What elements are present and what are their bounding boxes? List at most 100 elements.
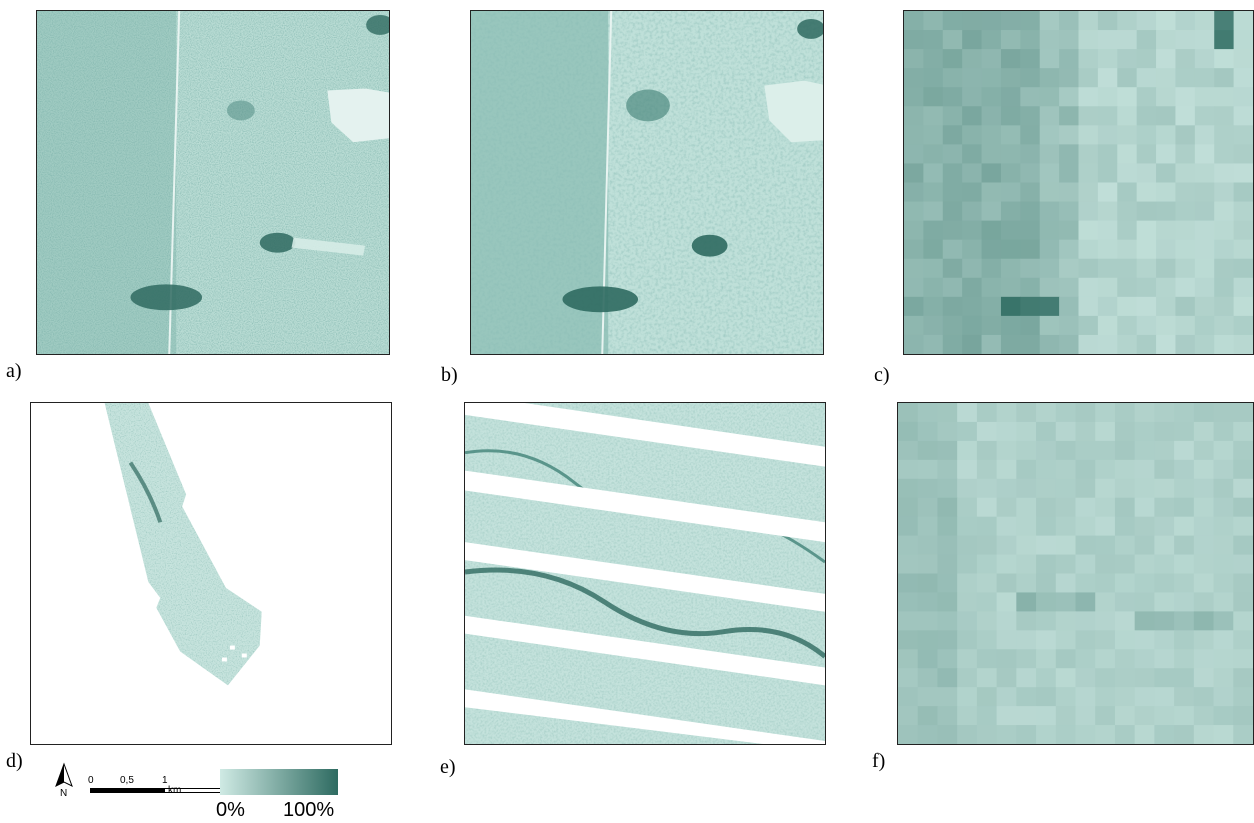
- raster-cell: [1039, 201, 1060, 222]
- raster-cell: [1095, 554, 1116, 574]
- raster-cell: [1156, 30, 1176, 50]
- panel-label-d: d): [6, 750, 23, 772]
- raster-cell: [1036, 592, 1057, 612]
- raster-cell: [1156, 125, 1176, 145]
- raster-cell: [923, 87, 944, 107]
- raster-cell: [976, 516, 998, 537]
- raster-cell: [898, 668, 919, 688]
- raster-cell: [1020, 277, 1041, 298]
- raster-cell: [1193, 421, 1215, 442]
- raster-cell: [1175, 258, 1196, 279]
- raster-cell: [1078, 277, 1099, 298]
- raster-cell: [1154, 687, 1175, 707]
- raster-cell: [1136, 49, 1157, 69]
- raster-cell: [1174, 649, 1195, 669]
- raster-cell: [957, 554, 978, 574]
- raster-cell: [1039, 106, 1060, 126]
- raster-cell: [1095, 573, 1116, 593]
- raster-cell: [957, 706, 978, 726]
- raster-cell: [1233, 220, 1253, 241]
- raster-cell: [1078, 296, 1099, 317]
- raster-cell: [1000, 163, 1021, 183]
- raster-cell: [1055, 403, 1076, 423]
- raster-cell: [1059, 220, 1079, 241]
- raster-cell: [1114, 668, 1136, 688]
- raster-cell: [1016, 687, 1037, 707]
- raster-cell: [1059, 296, 1079, 317]
- raster-cell: [1078, 220, 1099, 241]
- raster-cell: [1114, 478, 1136, 499]
- raster-cell: [1156, 87, 1176, 107]
- raster-cell: [957, 573, 978, 593]
- scale-unit: km: [168, 785, 182, 796]
- raster-cell: [898, 421, 919, 442]
- raster-cell: [1134, 554, 1155, 574]
- raster-cell: [976, 573, 998, 593]
- raster-cell: [1194, 11, 1215, 31]
- raster-cell: [962, 68, 983, 88]
- raster-cell: [1134, 592, 1155, 612]
- raster-cell: [1136, 182, 1157, 203]
- colorbar: [220, 769, 338, 795]
- raster-cell: [1214, 239, 1235, 260]
- raster-cell: [1039, 315, 1060, 336]
- raster-cell: [1213, 403, 1234, 423]
- raster-cell: [1214, 220, 1235, 241]
- raster-cell: [1020, 315, 1041, 336]
- raster-cell: [1016, 725, 1037, 744]
- raster-cell: [1214, 125, 1235, 145]
- raster-cell: [1039, 125, 1060, 145]
- raster-cell: [1075, 554, 1096, 574]
- raster-cell: [1213, 554, 1234, 574]
- raster-cell: [904, 239, 924, 260]
- raster-cell: [1114, 554, 1136, 574]
- raster-cell: [1075, 421, 1096, 442]
- raster-cell: [1055, 649, 1076, 669]
- raster-cell: [996, 421, 1017, 442]
- raster-cell: [1039, 11, 1060, 31]
- raster-cell: [962, 11, 983, 31]
- raster-cell: [1154, 535, 1175, 556]
- raster-cell: [1095, 516, 1116, 537]
- raster-cell: [1097, 144, 1118, 164]
- raster-cell: [957, 535, 978, 556]
- raster-cell: [1036, 478, 1057, 499]
- raster-cell: [981, 87, 1002, 107]
- raster-cell: [1117, 49, 1138, 69]
- raster-cell: [1117, 334, 1138, 354]
- raster-cell: [1039, 334, 1060, 354]
- raster-cell: [1016, 403, 1037, 423]
- raster-cell: [1213, 459, 1234, 480]
- map-panel-b: [470, 10, 824, 355]
- raster-cell: [1233, 201, 1253, 222]
- raster-cell: [1055, 611, 1076, 631]
- raster-cell: [1075, 649, 1096, 669]
- raster-cell: [1016, 592, 1037, 612]
- raster-cell: [1194, 220, 1215, 241]
- raster-cell: [1194, 296, 1215, 317]
- raster-cell: [1000, 258, 1021, 279]
- map-panel-d: [30, 402, 392, 745]
- raster-cell: [1117, 144, 1138, 164]
- raster-cell: [1136, 220, 1157, 241]
- raster-cell: [1097, 296, 1118, 317]
- raster-cell: [923, 239, 944, 260]
- raster-cell: [1214, 49, 1235, 69]
- raster-cell: [957, 630, 978, 650]
- raster-cell: [1016, 554, 1037, 574]
- raster-cell: [1175, 30, 1196, 50]
- raster-cell: [1233, 440, 1253, 461]
- raster-cell: [1020, 106, 1041, 126]
- raster-cell: [904, 30, 924, 50]
- raster-cell: [1075, 403, 1096, 423]
- raster-cell: [1095, 592, 1116, 612]
- raster-cell: [1134, 630, 1155, 650]
- raster-cell: [1020, 49, 1041, 69]
- raster-cell: [1134, 497, 1155, 518]
- raster-cell: [1233, 535, 1253, 556]
- raster-cell: [1117, 11, 1138, 31]
- raster-cell: [1039, 258, 1060, 279]
- raster-cell: [1174, 535, 1195, 556]
- raster-cell: [1000, 315, 1021, 336]
- raster-cell: [962, 220, 983, 241]
